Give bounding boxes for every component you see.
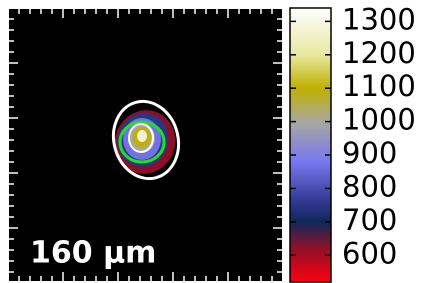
colorbar-tick-label: 600 [342,236,397,270]
scale-bar-label: 160 μm [30,236,156,271]
colorbar-tick-label: 1300 [342,2,416,36]
colorbar-tick-label: 1100 [342,69,416,103]
figure: 160 μm 6007008009001000110012001300 [0,0,425,283]
colorbar-tick-label: 1000 [342,103,416,137]
colorbar-tick-label: 800 [342,169,397,203]
colorbar [290,8,331,282]
colorbar-tick-label: 1200 [342,36,416,70]
colorbar-tick-label: 700 [342,203,397,237]
colorbar-tick-label: 900 [342,136,397,170]
